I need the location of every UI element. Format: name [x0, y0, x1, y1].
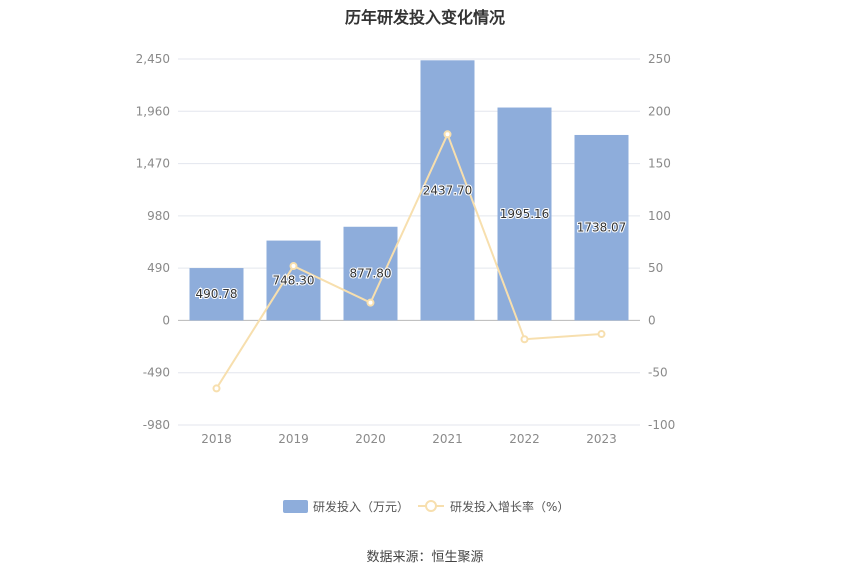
y-right-tick-label: -100	[648, 418, 675, 432]
chart-title: 历年研发投入变化情况	[344, 8, 505, 27]
bar-data-label: 490.78	[196, 287, 238, 301]
bar-data-label: 1738.07	[577, 221, 627, 235]
bar[interactable]	[189, 268, 244, 321]
growth-rate-point[interactable]	[366, 298, 375, 307]
legend-bar-swatch[interactable]	[283, 500, 308, 513]
y-right-tick-label: -50	[648, 366, 668, 380]
legend[interactable]: 研发投入（万元） 研发投入增长率（%）	[283, 499, 569, 514]
growth-rate-line	[215, 131, 602, 389]
x-tick-label: 2022	[509, 432, 540, 446]
y-left-tick-label: 2,450	[136, 52, 170, 66]
bar[interactable]	[420, 60, 475, 321]
y-left-tick-label: 1,960	[136, 104, 170, 118]
x-axis: 2018 2019 2020 2021 2022 2023	[201, 432, 617, 446]
line-series	[212, 130, 606, 393]
y-left-tick-label: -980	[143, 418, 170, 432]
legend-line-marker	[425, 500, 437, 512]
bar-data-labels: 490.78 748.30 877.80 2437.70 1995.16 1738.07	[195, 182, 628, 302]
x-tick-label: 2020	[355, 432, 386, 446]
bar-data-label: 2437.70	[423, 183, 473, 197]
y-left-tick-label: 1,470	[136, 157, 170, 171]
y-right-tick-label: 0	[648, 313, 656, 327]
growth-rate-point[interactable]	[520, 335, 529, 344]
growth-rate-point[interactable]	[597, 330, 606, 339]
bar-series	[189, 60, 629, 321]
y-left-tick-label: -490	[143, 366, 170, 380]
y-right-tick-label: 150	[648, 157, 671, 171]
bar[interactable]	[266, 240, 321, 321]
x-tick-label: 2019	[278, 432, 309, 446]
bar-data-label: 877.80	[350, 267, 392, 281]
y-left-tick-label: 490	[147, 261, 170, 275]
source-note: 数据来源：恒生聚源	[366, 550, 484, 565]
y-right-tick-label: 250	[648, 52, 671, 66]
y-right-tick-label: 200	[648, 104, 671, 118]
y-axis-left: 2,450 1,960 1,470 980 490 0 -490 -980	[136, 52, 170, 432]
y-left-tick-label: 0	[162, 313, 170, 327]
y-right-tick-label: 100	[648, 209, 671, 223]
legend-label-bar: 研发投入（万元）	[313, 499, 409, 514]
bar-data-label: 1995.16	[500, 207, 550, 221]
growth-rate-point[interactable]	[212, 384, 221, 393]
bar-data-label: 748.30	[273, 274, 315, 288]
bar[interactable]	[574, 134, 629, 321]
y-left-tick-label: 980	[147, 209, 170, 223]
x-tick-label: 2018	[201, 432, 232, 446]
gridlines	[178, 58, 640, 426]
x-tick-label: 2021	[432, 432, 463, 446]
y-right-tick-label: 50	[648, 261, 663, 275]
bar[interactable]	[497, 107, 552, 321]
x-tick-label: 2023	[586, 432, 617, 446]
growth-rate-point[interactable]	[289, 262, 298, 271]
growth-rate-point[interactable]	[443, 130, 452, 139]
y-axis-right: 250 200 150 100 50 0 -50 -100	[648, 52, 675, 432]
legend-label-line: 研发投入增长率（%）	[450, 499, 569, 514]
